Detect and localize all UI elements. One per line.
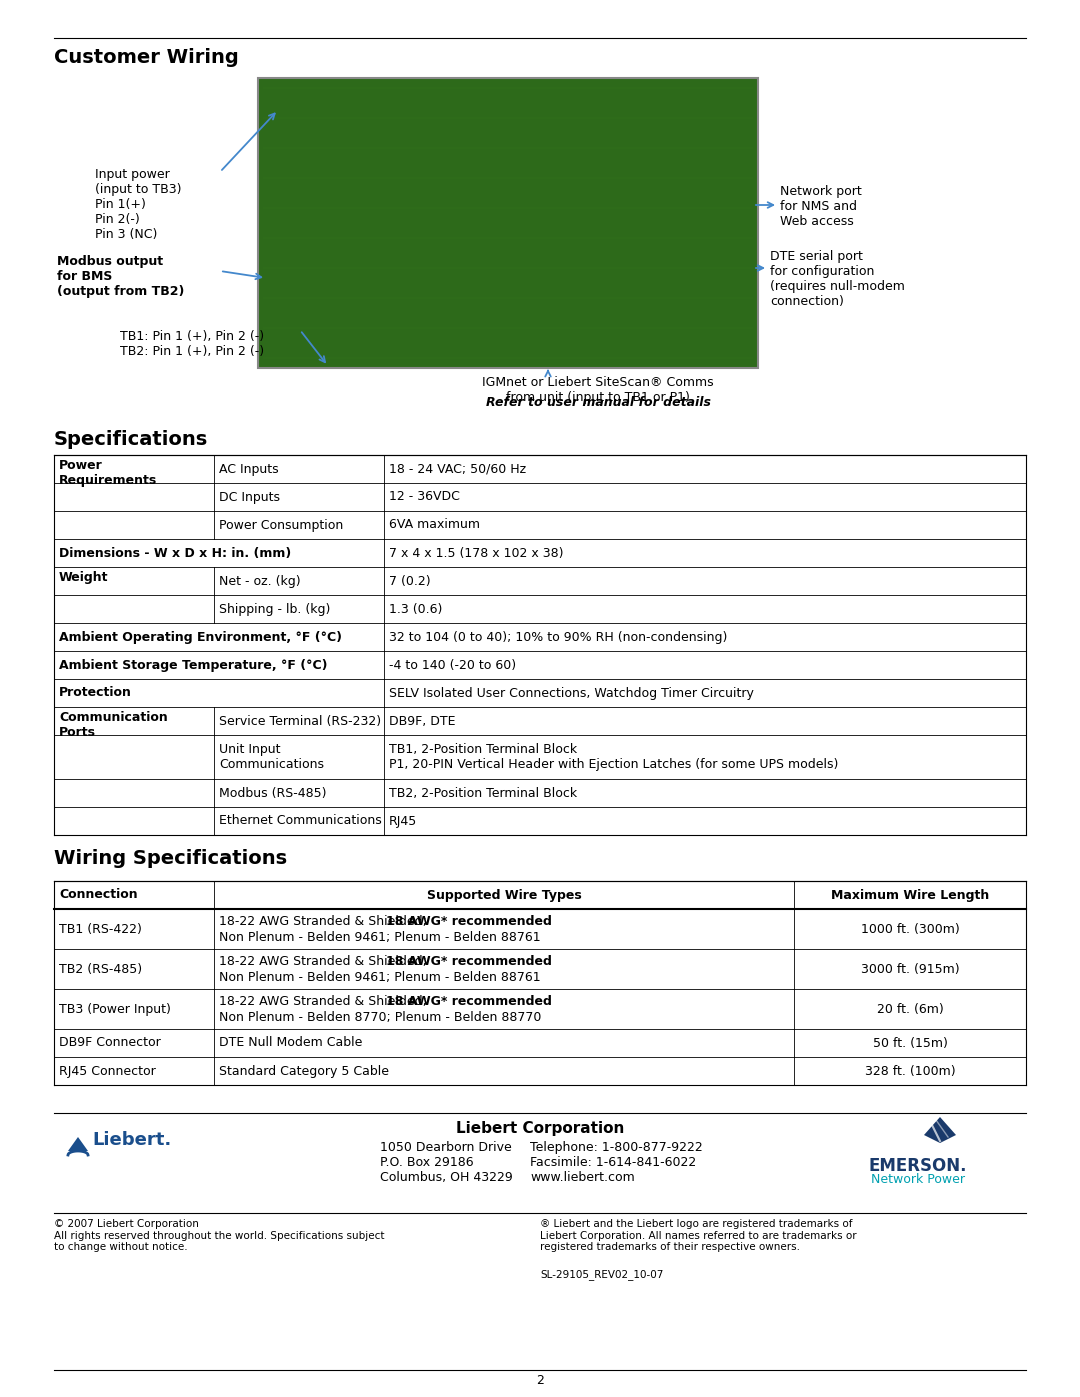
Text: Ambient Operating Environment, °F (°C): Ambient Operating Environment, °F (°C) — [59, 630, 342, 644]
Text: Network Power: Network Power — [870, 1173, 966, 1186]
Text: Power
Requirements: Power Requirements — [59, 460, 158, 488]
Text: 50 ft. (15m): 50 ft. (15m) — [873, 1037, 947, 1049]
Text: 2: 2 — [536, 1375, 544, 1387]
Text: Net - oz. (kg): Net - oz. (kg) — [219, 574, 300, 588]
Text: Telephone: 1-800-877-9222
Facsimile: 1-614-841-6022
www.liebert.com: Telephone: 1-800-877-9222 Facsimile: 1-6… — [530, 1141, 703, 1185]
Text: IGMnet or Liebert SiteScan® Comms
from unit (input to TB1 or P1): IGMnet or Liebert SiteScan® Comms from u… — [482, 376, 714, 404]
Text: -4 to 140 (-20 to 60): -4 to 140 (-20 to 60) — [389, 658, 516, 672]
Text: Service Terminal (RS-232): Service Terminal (RS-232) — [219, 714, 381, 728]
Text: Dimensions - W x D x H: in. (mm): Dimensions - W x D x H: in. (mm) — [59, 546, 292, 560]
Text: 18-22 AWG Stranded & Shielded;: 18-22 AWG Stranded & Shielded; — [219, 915, 431, 928]
Text: Input power
(input to TB3)
Pin 1(+)
Pin 2(-)
Pin 3 (NC): Input power (input to TB3) Pin 1(+) Pin … — [95, 168, 181, 242]
Text: 1050 Dearborn Drive
P.O. Box 29186
Columbus, OH 43229: 1050 Dearborn Drive P.O. Box 29186 Colum… — [380, 1141, 513, 1185]
Text: DB9F Connector: DB9F Connector — [59, 1037, 161, 1049]
Text: Refer to user manual for details: Refer to user manual for details — [486, 395, 711, 409]
Text: Maximum Wire Length: Maximum Wire Length — [831, 888, 989, 901]
Text: TB1, 2-Position Terminal Block
P1, 20-PIN Vertical Header with Ejection Latches : TB1, 2-Position Terminal Block P1, 20-PI… — [389, 743, 838, 771]
Text: Liebert Corporation: Liebert Corporation — [456, 1120, 624, 1136]
Text: Non Plenum - Belden 8770; Plenum - Belden 88770: Non Plenum - Belden 8770; Plenum - Belde… — [219, 1011, 541, 1024]
Text: 1000 ft. (300m): 1000 ft. (300m) — [861, 922, 959, 936]
Text: 32 to 104 (0 to 40); 10% to 90% RH (non-condensing): 32 to 104 (0 to 40); 10% to 90% RH (non-… — [389, 630, 727, 644]
Text: 6VA maximum: 6VA maximum — [389, 518, 480, 531]
Text: ® Liebert and the Liebert logo are registered trademarks of
Liebert Corporation.: ® Liebert and the Liebert logo are regis… — [540, 1220, 856, 1252]
Text: Non Plenum - Belden 9461; Plenum - Belden 88761: Non Plenum - Belden 9461; Plenum - Belde… — [219, 971, 541, 983]
Text: Non Plenum - Belden 9461; Plenum - Belden 88761: Non Plenum - Belden 9461; Plenum - Belde… — [219, 930, 541, 944]
Polygon shape — [68, 1137, 87, 1151]
Text: DC Inputs: DC Inputs — [219, 490, 280, 503]
Text: Modbus (RS-485): Modbus (RS-485) — [219, 787, 326, 799]
Text: 7 (0.2): 7 (0.2) — [389, 574, 431, 588]
Text: Network port
for NMS and
Web access: Network port for NMS and Web access — [780, 184, 862, 228]
Text: Communication
Ports: Communication Ports — [59, 711, 167, 739]
Text: 328 ft. (100m): 328 ft. (100m) — [865, 1065, 956, 1077]
Text: TB2 (RS-485): TB2 (RS-485) — [59, 963, 143, 975]
Text: EMERSON.: EMERSON. — [868, 1157, 968, 1175]
Text: © 2007 Liebert Corporation
All rights reserved throughout the world. Specificati: © 2007 Liebert Corporation All rights re… — [54, 1220, 384, 1252]
Polygon shape — [924, 1118, 956, 1143]
Text: Connection: Connection — [59, 888, 137, 901]
Text: Specifications: Specifications — [54, 430, 208, 448]
Text: 1.3 (0.6): 1.3 (0.6) — [389, 602, 443, 616]
Text: 18 AWG* recommended: 18 AWG* recommended — [387, 956, 552, 968]
Text: 18 AWG* recommended: 18 AWG* recommended — [387, 995, 552, 1009]
Text: 20 ft. (6m): 20 ft. (6m) — [877, 1003, 943, 1016]
Text: 18-22 AWG Stranded & Shielded;: 18-22 AWG Stranded & Shielded; — [219, 995, 431, 1009]
Text: TB1 (RS-422): TB1 (RS-422) — [59, 922, 141, 936]
Text: Protection: Protection — [59, 686, 132, 700]
Text: Shipping - lb. (kg): Shipping - lb. (kg) — [219, 602, 330, 616]
Text: TB3 (Power Input): TB3 (Power Input) — [59, 1003, 171, 1016]
Text: DTE Null Modem Cable: DTE Null Modem Cable — [219, 1037, 363, 1049]
Text: Customer Wiring: Customer Wiring — [54, 47, 239, 67]
Text: Modbus output
for BMS
(output from TB2): Modbus output for BMS (output from TB2) — [57, 256, 185, 298]
Text: AC Inputs: AC Inputs — [219, 462, 279, 475]
Text: Unit Input
Communications: Unit Input Communications — [219, 743, 324, 771]
Text: 18 - 24 VAC; 50/60 Hz: 18 - 24 VAC; 50/60 Hz — [389, 462, 526, 475]
Text: DB9F, DTE: DB9F, DTE — [389, 714, 456, 728]
Text: SELV Isolated User Connections, Watchdog Timer Circuitry: SELV Isolated User Connections, Watchdog… — [389, 686, 754, 700]
Text: Supported Wire Types: Supported Wire Types — [427, 888, 581, 901]
Text: SL-29105_REV02_10-07: SL-29105_REV02_10-07 — [540, 1268, 663, 1280]
Bar — [258, 78, 758, 367]
Text: Ethernet Communications: Ethernet Communications — [219, 814, 381, 827]
Text: 18 AWG* recommended: 18 AWG* recommended — [387, 915, 552, 928]
Text: DTE serial port
for configuration
(requires null-modem
connection): DTE serial port for configuration (requi… — [770, 250, 905, 307]
Text: TB1: Pin 1 (+), Pin 2 (-)
TB2: Pin 1 (+), Pin 2 (-): TB1: Pin 1 (+), Pin 2 (-) TB2: Pin 1 (+)… — [120, 330, 265, 358]
Text: RJ45 Connector: RJ45 Connector — [59, 1065, 156, 1077]
Text: Wiring Specifications: Wiring Specifications — [54, 849, 287, 868]
Text: Liebert.: Liebert. — [92, 1132, 172, 1148]
Text: Power Consumption: Power Consumption — [219, 518, 343, 531]
Text: Weight: Weight — [59, 571, 108, 584]
Text: 12 - 36VDC: 12 - 36VDC — [389, 490, 460, 503]
Text: TB2, 2-Position Terminal Block: TB2, 2-Position Terminal Block — [389, 787, 577, 799]
Text: 7 x 4 x 1.5 (178 x 102 x 38): 7 x 4 x 1.5 (178 x 102 x 38) — [389, 546, 564, 560]
Text: Ambient Storage Temperature, °F (°C): Ambient Storage Temperature, °F (°C) — [59, 658, 327, 672]
Text: Standard Category 5 Cable: Standard Category 5 Cable — [219, 1065, 389, 1077]
Text: 3000 ft. (915m): 3000 ft. (915m) — [861, 963, 959, 975]
Text: 18-22 AWG Stranded & Shielded;: 18-22 AWG Stranded & Shielded; — [219, 956, 431, 968]
Text: RJ45: RJ45 — [389, 814, 417, 827]
